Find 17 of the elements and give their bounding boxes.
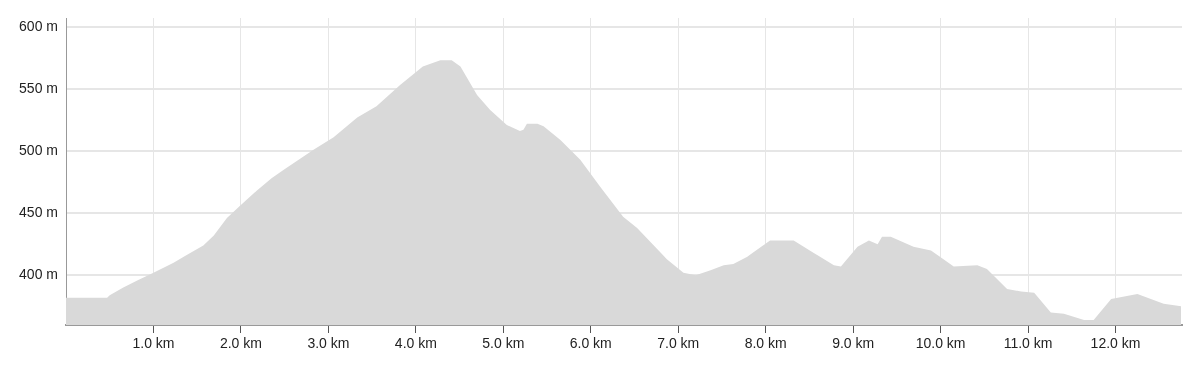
y-tick-label: 500 m [19,141,58,158]
y-tick-label: 550 m [19,79,58,96]
x-tick-label: 3.0 km [307,335,350,352]
y-tick-label: 450 m [19,204,58,220]
x-tick-label: 7.0 km [657,335,700,352]
x-tick-label: 6.0 km [569,335,612,352]
x-tick-label: 12.0 km [1090,335,1141,352]
x-tick-label: 8.0 km [744,335,787,352]
y-tick-label: 600 m [19,17,58,34]
x-tick-label: 10.0 km [915,335,966,352]
x-tick-label: 11.0 km [1003,335,1053,352]
x-tick-label: 9.0 km [832,335,875,352]
x-tick-label: 1.0 km [132,335,175,352]
x-tick-label: 4.0 km [394,335,437,352]
y-tick-label: 400 m [19,266,58,283]
x-tick-label: 5.0 km [482,335,525,352]
x-tick-label: 2.0 km [219,335,262,352]
